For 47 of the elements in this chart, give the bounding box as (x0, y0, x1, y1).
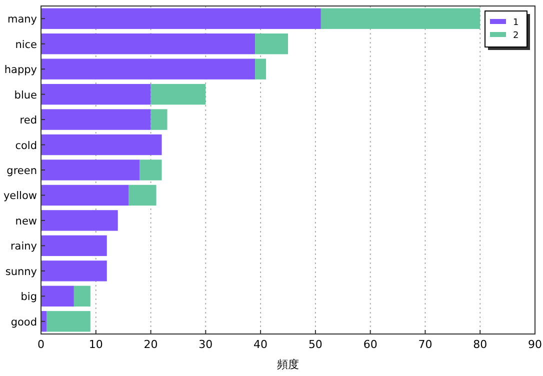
bar (41, 109, 151, 130)
y-tick-label: red (20, 114, 37, 127)
bar (41, 58, 256, 80)
x-tick-label: 0 (38, 338, 44, 351)
x-tick-label: 20 (144, 338, 158, 351)
bar (41, 184, 129, 206)
bar (41, 260, 107, 282)
x-axis-title: 頻度 (277, 358, 299, 371)
y-tick-label: cold (15, 140, 37, 152)
bar (255, 34, 288, 54)
bar (41, 235, 107, 256)
x-tick-label: 70 (418, 338, 432, 351)
y-tick-label: happy (4, 64, 37, 76)
bar (41, 84, 151, 105)
bar (46, 311, 90, 332)
bar (41, 286, 74, 306)
x-tick-label: 40 (254, 338, 268, 351)
bar (320, 8, 480, 29)
y-tick-label: green (6, 165, 37, 177)
bar (140, 160, 162, 180)
legend-label: 1 (513, 18, 519, 28)
y-tick-label: many (7, 14, 37, 26)
legend-label: 2 (513, 31, 519, 41)
y-tick-label: blue (14, 89, 37, 102)
bar (41, 160, 140, 180)
y-tick-label: good (10, 316, 37, 328)
bar (41, 210, 118, 231)
y-tick-label: big (20, 291, 37, 304)
x-tick-label: 90 (528, 338, 542, 351)
x-tick-label: 30 (198, 338, 213, 351)
bar (41, 8, 321, 29)
x-tick-label: 10 (88, 338, 103, 351)
y-tick-label: yellow (3, 190, 38, 202)
y-tick-label: rainy (10, 240, 37, 253)
y-tick-label: sunny (5, 266, 37, 278)
bar (150, 84, 206, 105)
bar (128, 184, 156, 206)
x-tick-label: 50 (308, 338, 322, 351)
bar (41, 34, 256, 54)
x-tick-label: 60 (363, 338, 378, 351)
y-tick-label: nice (15, 38, 37, 51)
bar (255, 58, 266, 80)
bar (41, 134, 162, 156)
x-tick-label: 80 (473, 338, 488, 351)
bar (74, 286, 90, 306)
y-tick-label: new (15, 215, 38, 228)
bar (150, 109, 168, 130)
